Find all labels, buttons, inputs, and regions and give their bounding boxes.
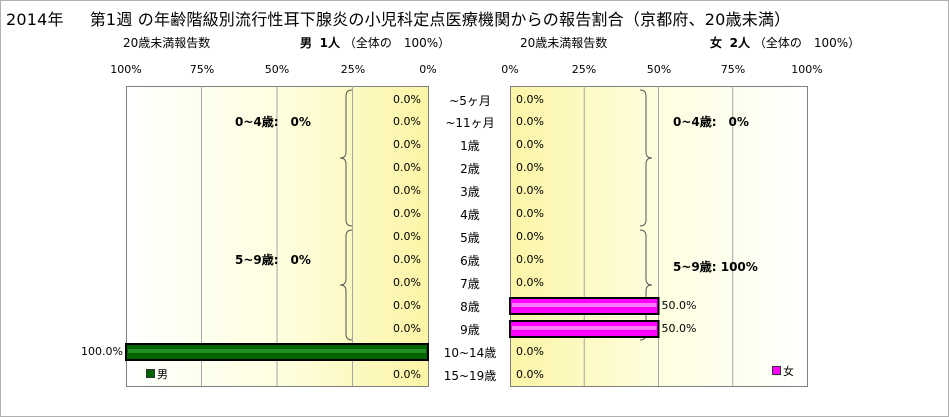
- chart-title: 2014年 第1週 の年齢階級別流行性耳下腺炎の小児科定点医療機関からの報告割合（…: [6, 6, 790, 30]
- female-brace-0-4: [639, 89, 653, 227]
- male-value-label: 0.0%: [393, 299, 421, 312]
- age-category-label: 2歳: [460, 162, 480, 176]
- female-legend: 女: [772, 363, 794, 379]
- male-value-label: 0.0%: [393, 322, 421, 335]
- female-value-label: 0.0%: [516, 230, 544, 243]
- female-value-label: 0.0%: [516, 276, 544, 289]
- male-value-label: 0.0%: [393, 161, 421, 174]
- male-count-summary: 男 1人 （全体の 100%）: [300, 34, 450, 51]
- male-tick-label: 0%: [419, 63, 437, 76]
- age-category-label: 7歳: [460, 277, 480, 291]
- female-group-0-4-label: 0~4歳: 0%: [673, 115, 749, 129]
- age-category-label: 6歳: [460, 254, 480, 268]
- male-share: （全体の 100%）: [343, 36, 451, 50]
- male-value-label: 0.0%: [393, 276, 421, 289]
- male-value-label: 0.0%: [393, 368, 421, 381]
- age-category-label: 9歳: [460, 323, 480, 337]
- male-group-5-9-label: 5~9歳: 0%: [235, 253, 311, 267]
- male-value-label: 0.0%: [393, 253, 421, 266]
- female-tick-label: 75%: [720, 63, 746, 76]
- female-value-label: 0.0%: [516, 345, 544, 358]
- female-count-summary: 女 2人 （全体の 100%）: [710, 34, 860, 51]
- male-value-label: 0.0%: [393, 115, 421, 128]
- female-value-label: 0.0%: [516, 115, 544, 128]
- female-bar-highlight: [512, 303, 657, 307]
- male-group-0-4-label: 0~4歳: 0%: [235, 115, 311, 129]
- female-value-label: 0.0%: [516, 207, 544, 220]
- male-legend-swatch: [146, 369, 155, 378]
- age-category-label: 8歳: [460, 300, 480, 314]
- male-count: 1人: [319, 36, 341, 50]
- female-value-label: 0.0%: [516, 138, 544, 151]
- title-text: 第1週 の年齢階級別流行性耳下腺炎の小児科定点医療機関からの報告割合（京都府、2…: [89, 10, 791, 29]
- male-report-label: 20歳未満報告数: [123, 36, 211, 50]
- female-share: （全体の 100%）: [753, 36, 861, 50]
- female-value-label: 50.0%: [661, 322, 697, 335]
- age-category-label: 15~19歳: [443, 369, 497, 383]
- female-value-label: 50.0%: [661, 299, 697, 312]
- male-tick-label: 100%: [110, 63, 142, 76]
- female-value-label: 0.0%: [516, 368, 544, 381]
- male-value-label: 0.0%: [393, 93, 421, 106]
- female-tick-label: 100%: [791, 63, 823, 76]
- male-value-label: 100.0%: [81, 345, 123, 358]
- female-count: 2人: [729, 36, 751, 50]
- male-bar-highlight: [128, 349, 426, 353]
- female-tick-label: 25%: [571, 63, 597, 76]
- female-report-label: 20歳未満報告数: [520, 36, 608, 50]
- age-category-label: 5歳: [460, 231, 480, 245]
- age-category-label: ~5ヶ月: [449, 94, 491, 108]
- male-tick-label: 75%: [189, 63, 215, 76]
- female-value-label: 0.0%: [516, 253, 544, 266]
- male-brace-5-9: [339, 229, 353, 341]
- female-legend-label: 女: [783, 365, 794, 378]
- male-value-label: 0.0%: [393, 184, 421, 197]
- female-tick-label: 0%: [501, 63, 519, 76]
- age-category-label: 3歳: [460, 185, 480, 199]
- age-category-label: 1歳: [460, 139, 480, 153]
- female-legend-swatch: [772, 366, 781, 375]
- female-value-label: 0.0%: [516, 184, 544, 197]
- male-value-label: 0.0%: [393, 138, 421, 151]
- age-category-label: ~11ヶ月: [445, 116, 495, 130]
- male-legend: 男: [146, 366, 168, 382]
- female-tick-label: 50%: [646, 63, 672, 76]
- female-value-label: 0.0%: [516, 93, 544, 106]
- age-category-label: 10~14歳: [443, 346, 497, 360]
- female-value-label: 0.0%: [516, 161, 544, 174]
- male-value-label: 0.0%: [393, 230, 421, 243]
- male-tick-label: 25%: [340, 63, 366, 76]
- male-sex-label: 男: [300, 36, 313, 50]
- male-value-label: 0.0%: [393, 207, 421, 220]
- female-sex-label: 女: [710, 36, 723, 50]
- age-category-label: 4歳: [460, 208, 480, 222]
- female-bar-highlight: [512, 326, 657, 330]
- male-tick-label: 50%: [264, 63, 290, 76]
- female-group-5-9-label: 5~9歳: 100%: [673, 260, 758, 274]
- title-year: 2014年: [6, 10, 64, 29]
- male-legend-label: 男: [157, 368, 168, 381]
- male-brace-0-4: [339, 89, 353, 227]
